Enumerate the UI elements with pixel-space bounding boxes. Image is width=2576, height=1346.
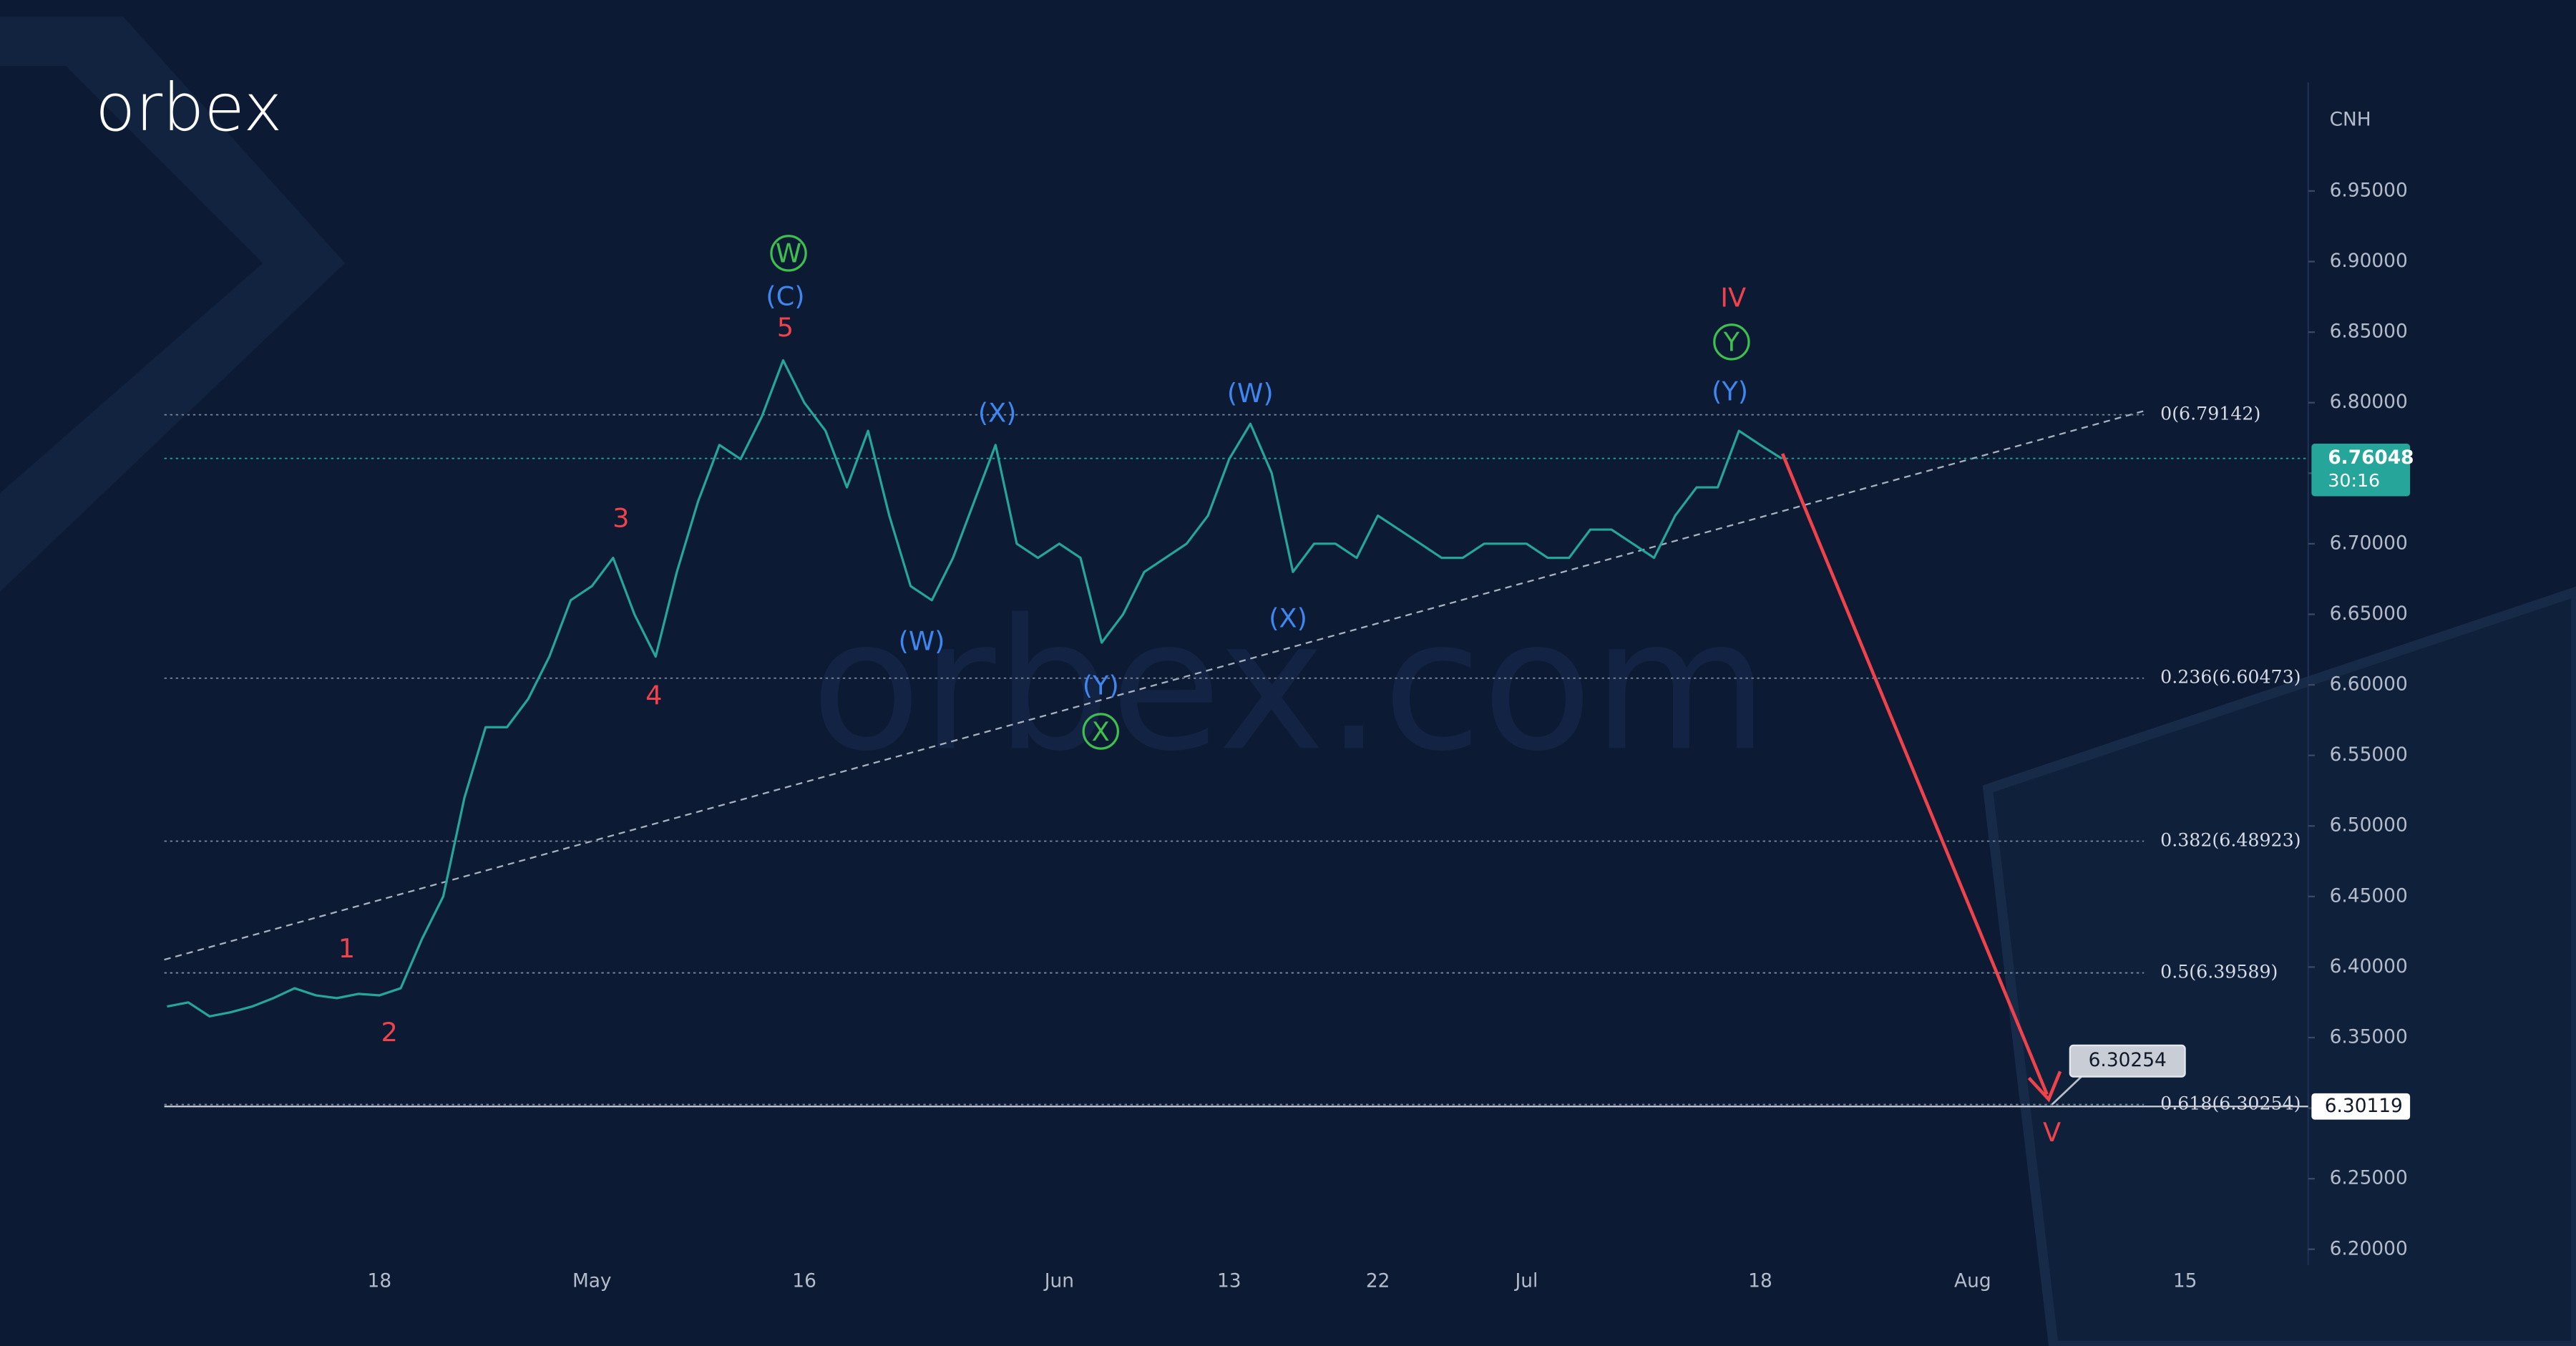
wave-label: (W) [899,626,945,657]
x-tick-label: Jun [1043,1270,1074,1292]
fib-label: 0.5(6.39589) [2160,962,2278,982]
wave-label: (Y) [1083,670,1119,701]
wave-label: (C) [766,281,804,311]
y-tick-label: 6.80000 [2330,391,2408,413]
callout-box [2069,1044,2186,1078]
marker-price-label: 6.30119 [2325,1095,2403,1117]
x-tick-label: 15 [2173,1270,2197,1292]
wave-circle [770,235,807,272]
wave-label: Y [1723,327,1740,358]
y-tick-label: 6.35000 [2330,1026,2408,1048]
wave-label: 5 [777,312,794,343]
marker-price-box [2311,1093,2411,1120]
last-price-label: 6.76048 [2328,447,2414,469]
y-tick-label: 6.55000 [2330,743,2408,766]
y-tick-label: 6.25000 [2330,1167,2408,1189]
x-tick-label: Jul [1513,1270,1538,1292]
y-tick-label: 6.45000 [2330,884,2408,907]
wave-label: 1 [338,933,355,964]
projection-arrow [1780,453,2049,1096]
wave-label: X [1092,716,1110,747]
wave-label: W [776,238,801,269]
x-tick-label: 16 [792,1270,816,1292]
x-tick-label: 18 [368,1270,392,1292]
wave-label: (Y) [1712,376,1748,407]
y-tick-label: 6.70000 [2330,532,2408,554]
fib-label: 0(6.79142) [2160,404,2260,424]
wave-label: IV [1720,283,1746,313]
fib-label: 0.382(6.48923) [2160,829,2301,850]
wave-label: 4 [645,680,662,711]
x-tick-label: May [572,1270,612,1292]
wave-label: V [2043,1117,2061,1148]
x-tick-label: Aug [1954,1270,1991,1292]
plot [164,359,2145,1106]
x-tick-label: 13 [1217,1270,1241,1292]
wave-label: (X) [978,397,1017,428]
logo: orbex [95,69,282,146]
trendline [164,410,2145,961]
x-tick-label: 18 [1748,1270,1772,1292]
callout-pointer [2051,1074,2084,1106]
bg-shape [0,16,346,592]
last-price-box [2311,443,2411,497]
y-tick-label: 6.60000 [2330,673,2408,696]
arrow-head [2027,1071,2062,1103]
y-tick-label: 6.20000 [2330,1237,2408,1259]
callout-label: 6.30254 [2089,1049,2167,1071]
y-tick-label: 6.50000 [2330,814,2408,837]
fib-label: 0.236(6.60473) [2160,667,2301,688]
countdown-label: 30:16 [2328,470,2380,491]
wave-label: 3 [613,502,629,533]
y-tick-label: 6.95000 [2330,179,2408,201]
fib-label: 0.618(6.30254) [2160,1093,2301,1114]
y-tick-label: 6.90000 [2330,250,2408,272]
wave-circle [1713,323,1750,361]
y-tick-label: 6.85000 [2330,321,2408,343]
wave-label: (W) [1227,378,1274,409]
wave-label: (X) [1269,603,1307,633]
y-tick-label: 6.65000 [2330,603,2408,625]
x-tick-label: 22 [1366,1270,1390,1292]
y-tick-label: 6.40000 [2330,955,2408,977]
wave-circle [1082,713,1119,750]
wave-label: 2 [381,1017,397,1048]
price-line [167,359,1782,1018]
watermark: orbex.com [811,580,1769,791]
currency-label: CNH [2330,108,2371,130]
bg-shape [1982,586,2576,1346]
